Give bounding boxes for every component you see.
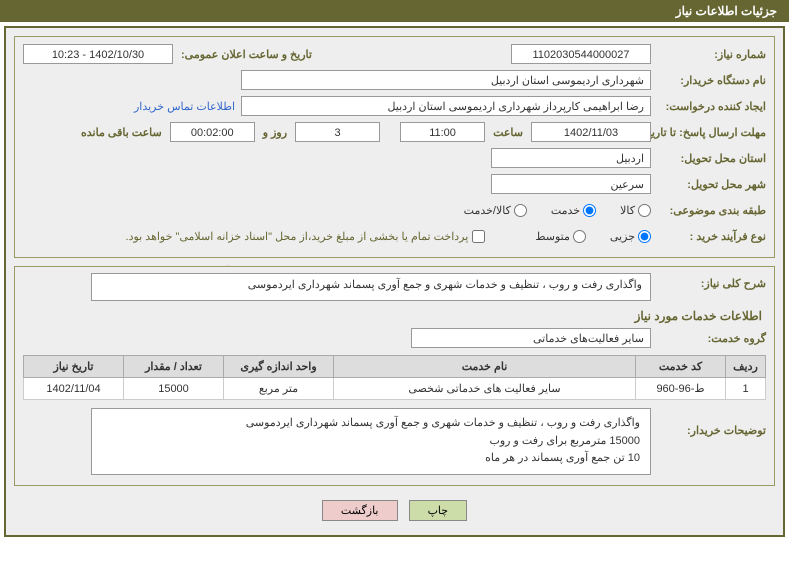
link-buyer-contact[interactable]: اطلاعات تماس خریدار xyxy=(134,100,241,113)
label-need-number: شماره نیاز: xyxy=(651,48,766,61)
print-button[interactable]: چاپ xyxy=(409,500,468,521)
radio-goods-service[interactable] xyxy=(514,204,527,217)
col-date: تاریخ نیاز xyxy=(24,356,124,378)
checkbox-treasury[interactable] xyxy=(472,230,485,243)
label-announce-datetime: تاریخ و ساعت اعلان عمومی: xyxy=(177,48,312,61)
label-buyer-org: نام دستگاه خریدار: xyxy=(651,74,766,87)
panel-body: AriaTender.net شماره نیاز: 1102030544000… xyxy=(4,26,785,537)
label-hour: ساعت xyxy=(485,126,531,139)
field-buyer-notes: واگذاری رفت و روب ، تنظیف و خدمات شهری و… xyxy=(91,408,651,475)
col-row: ردیف xyxy=(726,356,766,378)
col-unit: واحد اندازه گیری xyxy=(224,356,334,378)
purchase-type-group: جزیی متوسط xyxy=(515,230,651,243)
radio-service-label: خدمت xyxy=(551,204,580,217)
col-qty: تعداد / مقدار xyxy=(124,356,224,378)
radio-partial[interactable] xyxy=(638,230,651,243)
label-delivery-city: شهر محل تحویل: xyxy=(651,178,766,191)
col-name: نام خدمت xyxy=(334,356,636,378)
subject-class-group: کالا خدمت کالا/خدمت xyxy=(444,204,651,217)
table-row: 1 ط-96-960 سایر فعالیت های خدماتی شخصی م… xyxy=(24,378,766,400)
service-table: ردیف کد خدمت نام خدمت واحد اندازه گیری ت… xyxy=(23,355,766,400)
section-title-service-info: اطلاعات خدمات مورد نیاز xyxy=(23,309,762,323)
field-days-remaining: 3 xyxy=(295,122,380,142)
radio-service[interactable] xyxy=(583,204,596,217)
radio-medium[interactable] xyxy=(573,230,586,243)
field-response-date: 1402/11/03 xyxy=(531,122,651,142)
col-code: کد خدمت xyxy=(636,356,726,378)
radio-goods-label: کالا xyxy=(620,204,635,217)
notes-line1: واگذاری رفت و روب ، تنظیف و خدمات شهری و… xyxy=(102,415,640,433)
field-delivery-province: اردبیل xyxy=(491,148,651,168)
radio-medium-label: متوسط xyxy=(535,230,570,243)
radio-partial-label: جزیی xyxy=(610,230,635,243)
field-announce-datetime: 1402/10/30 - 10:23 xyxy=(23,44,173,64)
cell-name: سایر فعالیت های خدماتی شخصی xyxy=(334,378,636,400)
field-buyer-org: شهرداری اردیموسی استان اردبیل xyxy=(241,70,651,90)
label-response-deadline: مهلت ارسال پاسخ: تا تاریخ: xyxy=(651,126,766,139)
label-service-group: گروه خدمت: xyxy=(651,332,766,345)
field-time-remaining: 00:02:00 xyxy=(170,122,255,142)
button-row: چاپ بازگشت xyxy=(14,494,775,527)
field-service-group: سایر فعالیت‌های خدماتی xyxy=(411,328,651,348)
cell-row: 1 xyxy=(726,378,766,400)
field-need-number: 1102030544000027 xyxy=(511,44,651,64)
radio-goods-service-label: کالا/خدمت xyxy=(464,204,511,217)
notes-line2: 15000 مترمربع برای رفت و روب xyxy=(102,433,640,451)
label-subject-class: طبقه بندی موضوعی: xyxy=(651,204,766,217)
table-header-row: ردیف کد خدمت نام خدمت واحد اندازه گیری ت… xyxy=(24,356,766,378)
cell-code: ط-96-960 xyxy=(636,378,726,400)
field-requester: رضا ابراهیمی کارپرداز شهرداری اردیموسی ا… xyxy=(241,96,651,116)
field-response-hour: 11:00 xyxy=(400,122,485,142)
details-panel: شرح کلی نیاز: واگذاری رفت و روب ، تنظیف … xyxy=(14,266,775,486)
label-purchase-type: نوع فرآیند خرید : xyxy=(651,230,766,243)
top-info-panel: شماره نیاز: 1102030544000027 تاریخ و ساع… xyxy=(14,36,775,258)
label-requester: ایجاد کننده درخواست: xyxy=(651,100,766,113)
cell-date: 1402/11/04 xyxy=(24,378,124,400)
back-button[interactable]: بازگشت xyxy=(322,500,398,521)
cell-unit: متر مربع xyxy=(224,378,334,400)
label-time-remaining: ساعت باقی مانده xyxy=(77,126,170,139)
treasury-note: پرداخت تمام یا بخشی از مبلغ خرید،از محل … xyxy=(126,230,473,243)
label-days-and: روز و xyxy=(255,126,295,139)
panel-title: جزئیات اطلاعات نیاز xyxy=(676,4,777,18)
label-buyer-notes: توضیحات خریدار: xyxy=(651,408,766,437)
field-need-summary: واگذاری رفت و روب ، تنظیف و خدمات شهری و… xyxy=(91,273,651,301)
cell-qty: 15000 xyxy=(124,378,224,400)
notes-line3: 10 تن جمع آوری پسماند در هر ماه xyxy=(102,450,640,468)
radio-goods[interactable] xyxy=(638,204,651,217)
field-delivery-city: سرعین xyxy=(491,174,651,194)
panel-header: جزئیات اطلاعات نیاز xyxy=(0,0,789,22)
label-delivery-province: استان محل تحویل: xyxy=(651,152,766,165)
label-need-summary: شرح کلی نیاز: xyxy=(651,273,766,290)
